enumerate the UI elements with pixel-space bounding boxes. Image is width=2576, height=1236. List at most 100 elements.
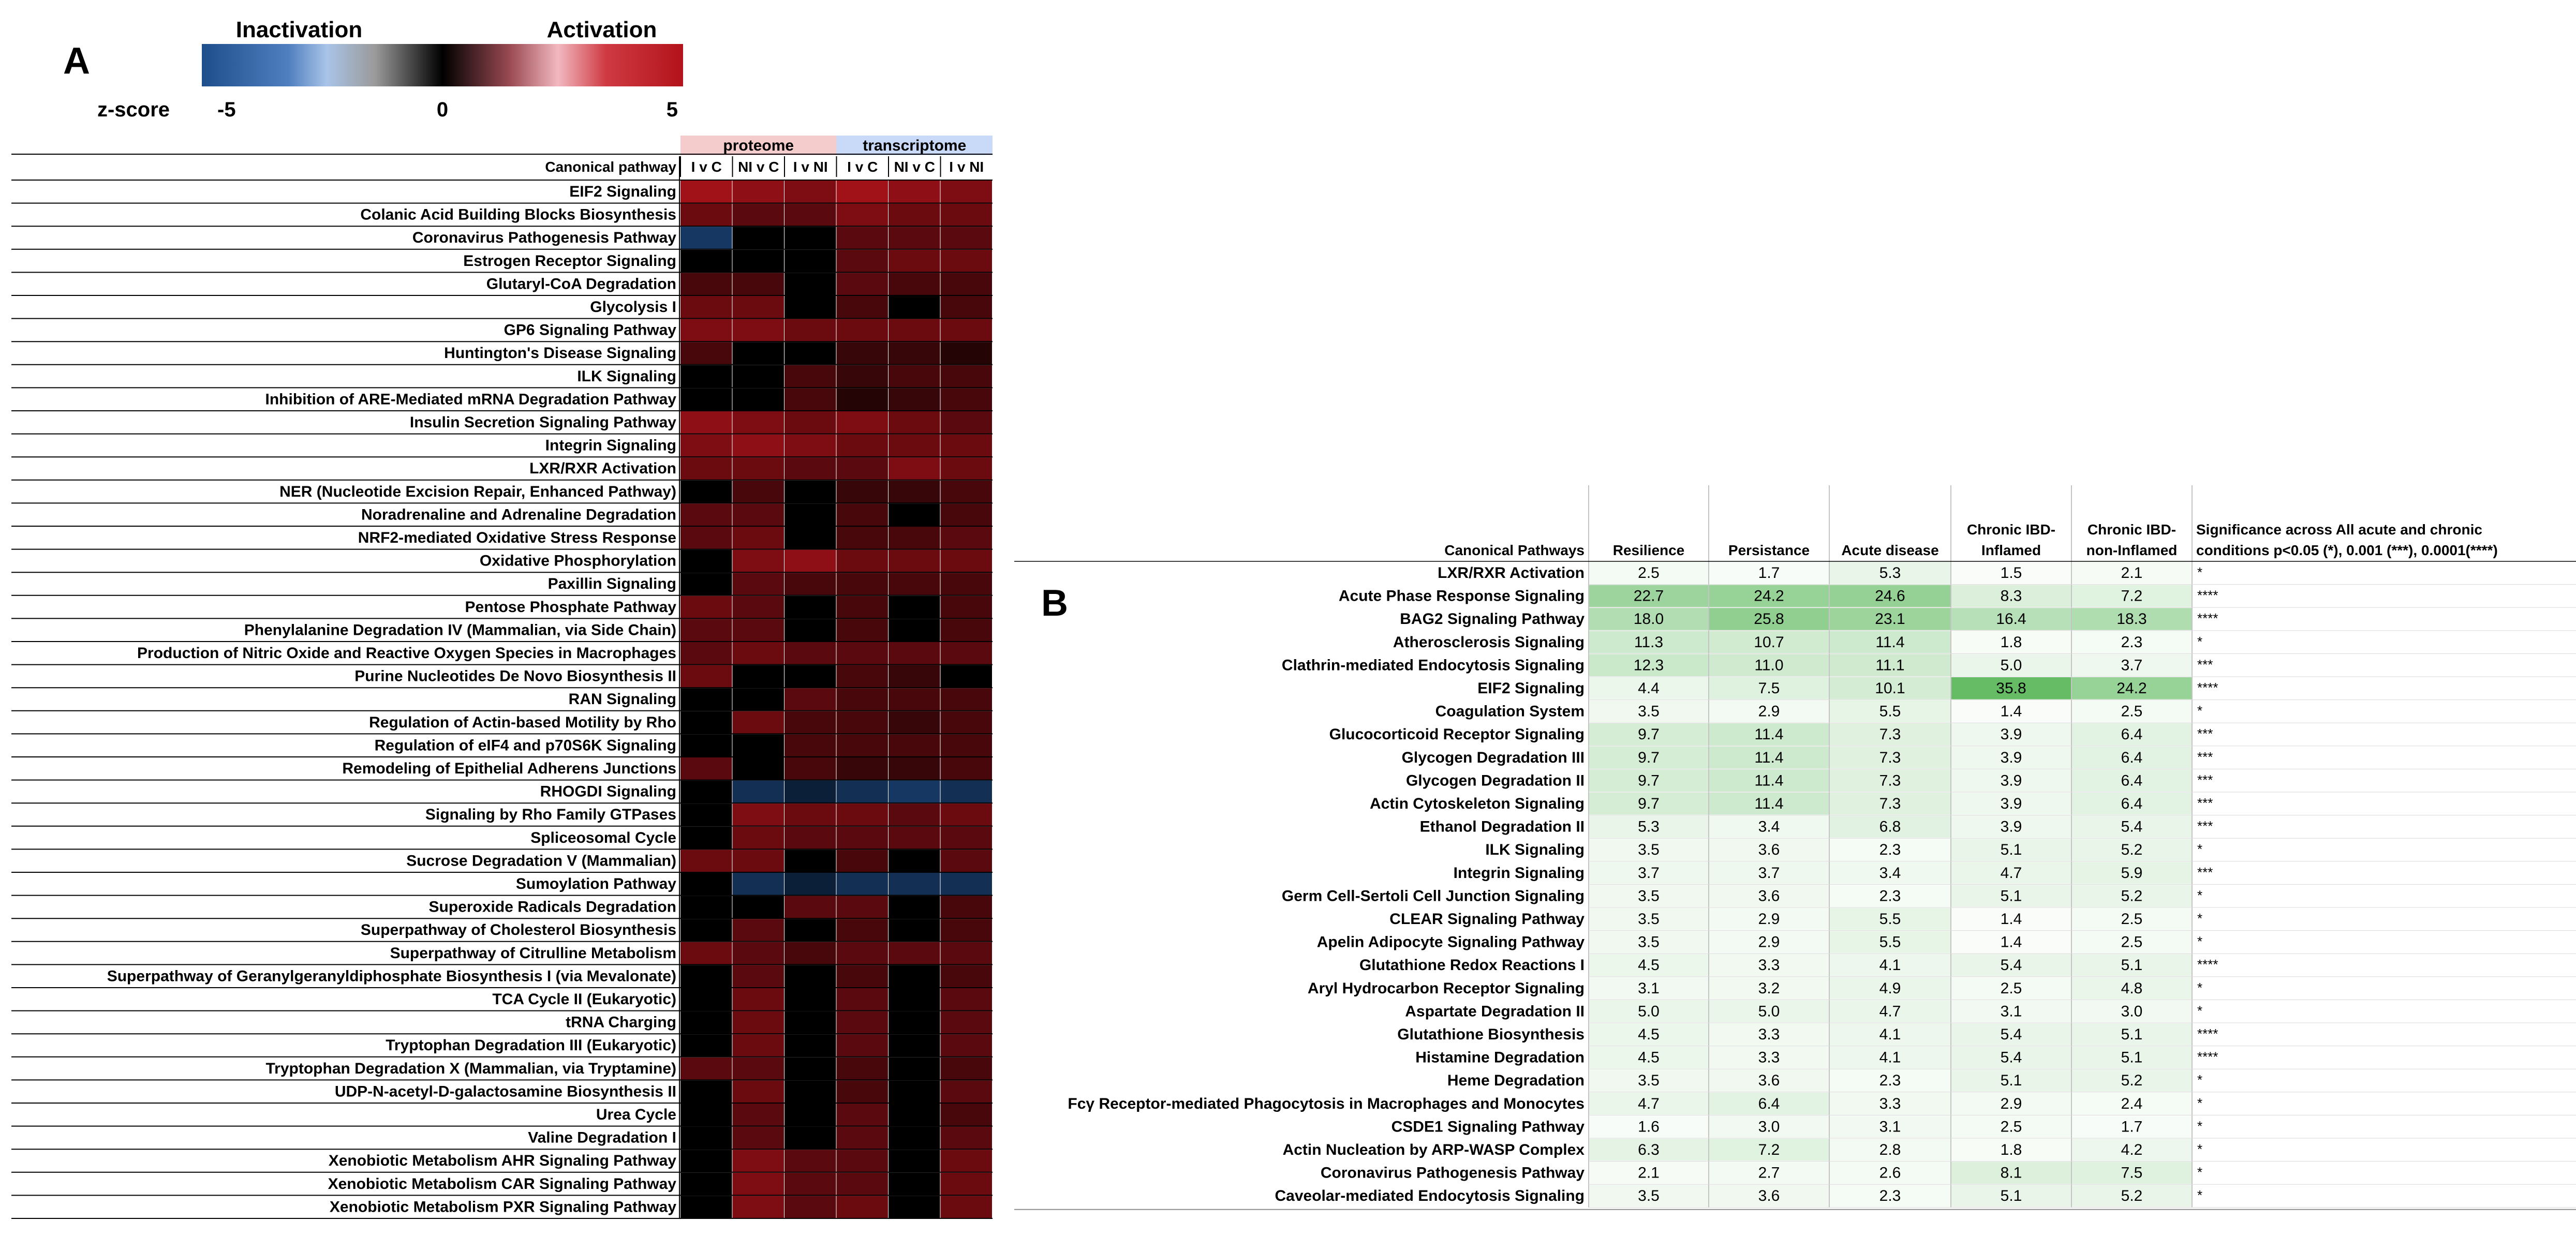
- table-value: 12.3: [1634, 657, 1664, 674]
- table-value: 3.7: [1638, 865, 1660, 882]
- table-pathway-label: Integrin Signaling: [1454, 865, 1585, 882]
- table-value-cell: [1951, 1046, 2071, 1069]
- heatmap-cell: [784, 826, 836, 850]
- heatmap-cell: [732, 1057, 784, 1080]
- table-value-cell: [1951, 631, 2071, 653]
- table-value-cell: [1589, 1139, 1708, 1161]
- table-value-cell: [1709, 746, 1829, 769]
- heatmap-cell: [836, 896, 888, 919]
- heatmap-cell: [784, 457, 836, 480]
- table-value: 2.5: [1638, 564, 1660, 582]
- significance-marker: ****: [2197, 957, 2218, 972]
- table-pathway-label: LXR/RXR Activation: [1438, 564, 1585, 582]
- heatmap-cell: [889, 988, 940, 1011]
- significance-marker: ***: [2197, 865, 2213, 880]
- table-value: 5.1: [2001, 1072, 2022, 1089]
- heatmap-cell: [680, 434, 732, 457]
- significance-marker: ***: [2197, 795, 2213, 811]
- heatmap-cell: [940, 203, 992, 227]
- table-value: 1.8: [2001, 634, 2022, 651]
- heatmap-cell: [732, 1172, 784, 1196]
- table-value-cell: [1830, 769, 1950, 792]
- table-value: 4.2: [2121, 1141, 2143, 1158]
- table-value-cell: [1589, 954, 1708, 976]
- heatmap-cell: [940, 181, 992, 203]
- table-value-cell: [1830, 1161, 1950, 1184]
- table-value-cell: [1589, 861, 1708, 884]
- table-pathway-label: Glycogen Degradation III: [1402, 749, 1585, 766]
- table-value-cell: [1951, 1161, 2071, 1184]
- heatmap-cell: [784, 1196, 836, 1218]
- heatmap-cell: [836, 503, 888, 526]
- heatmap-cell: [836, 1057, 888, 1080]
- heatmap-cell: [889, 942, 940, 965]
- heatmap-cell: [680, 457, 732, 480]
- pathway-label: Regulation of Actin-based Motility by Rh…: [369, 714, 676, 731]
- table-value: 5.1: [2121, 1049, 2143, 1066]
- heatmap-cell: [836, 619, 888, 642]
- pathway-label: Tryptophan Degradation X (Mammalian, via…: [266, 1060, 677, 1077]
- heatmap-cell: [784, 988, 836, 1011]
- heatmap-cell: [836, 434, 888, 457]
- heatmap-cell: [940, 1080, 992, 1103]
- table-value-cell: [1589, 1161, 1708, 1184]
- table-value-cell: [2072, 1092, 2192, 1115]
- heatmap-cell: [784, 942, 836, 965]
- heatmap-cell: [784, 1172, 836, 1196]
- heatmap-cell: [784, 965, 836, 988]
- table-value: 7.3: [1879, 772, 1901, 789]
- table-value-cell: [1589, 746, 1708, 769]
- heatmap-cell: [732, 965, 784, 988]
- table-value-cell: [1830, 1185, 1950, 1207]
- heatmap-cell: [836, 249, 888, 273]
- column-header: I v C: [691, 159, 722, 175]
- table-pathway-label: Ethanol Degradation II: [1420, 818, 1585, 836]
- heatmap-cell: [680, 965, 732, 988]
- heatmap-cell: [940, 573, 992, 595]
- heatmap-cell: [889, 342, 940, 365]
- heatmap-cell: [940, 273, 992, 295]
- heatmap-cell: [940, 296, 992, 319]
- table-value-cell: [2072, 839, 2192, 861]
- table-value: 11.4: [1875, 634, 1904, 651]
- heatmap-cell: [680, 803, 732, 826]
- heatmap-cell: [940, 457, 992, 480]
- table-value: 1.4: [2001, 911, 2022, 928]
- table-pathway-label: CSDE1 Signaling Pathway: [1391, 1118, 1585, 1135]
- pathway-label: Superoxide Radicals Degradation: [429, 899, 676, 916]
- table-value: 7.2: [1758, 1141, 1780, 1158]
- table-pathway-label: Glutathione Biosynthesis: [1397, 1026, 1585, 1043]
- table-value: 24.2: [2116, 680, 2146, 697]
- table-value-cell: [1709, 815, 1829, 838]
- heatmap-cell: [889, 365, 940, 388]
- heatmap-cell: [732, 527, 784, 549]
- heatmap-cell: [680, 688, 732, 711]
- column-header: NI v C: [894, 159, 935, 175]
- table-value: 3.5: [1638, 1072, 1660, 1089]
- table-value-cell: [1709, 1069, 1829, 1092]
- heatmap-cell: [732, 342, 784, 365]
- heatmap-cell: [940, 227, 992, 249]
- table-value-cell: [1830, 885, 1950, 907]
- table-value: 6.4: [2121, 772, 2143, 789]
- pathway-label: Xenobiotic Metabolism AHR Signaling Path…: [329, 1152, 677, 1169]
- table-value: 3.0: [1758, 1118, 1780, 1135]
- heatmap-cell: [836, 203, 888, 227]
- heatmap-cell: [732, 595, 784, 619]
- pathway-label: NRF2-mediated Oxidative Stress Response: [358, 529, 676, 546]
- table-value-cell: [1589, 931, 1708, 954]
- table-value: 3.3: [1758, 957, 1780, 974]
- heatmap-cell: [784, 342, 836, 365]
- table-column-header: Canonical Pathways: [1444, 542, 1585, 558]
- heatmap-cell: [680, 227, 732, 249]
- heatmap-cell: [784, 434, 836, 457]
- table-value: 1.7: [1758, 564, 1780, 582]
- heatmap-cell: [889, 1126, 940, 1150]
- heatmap-cell: [940, 757, 992, 780]
- table-value-cell: [1709, 1139, 1829, 1161]
- significance-marker: *: [2197, 841, 2202, 857]
- table-value: 25.8: [1754, 610, 1784, 628]
- table-value: 2.3: [1879, 1187, 1901, 1204]
- heatmap-cell: [940, 826, 992, 850]
- table-value-cell: [1951, 1115, 2071, 1138]
